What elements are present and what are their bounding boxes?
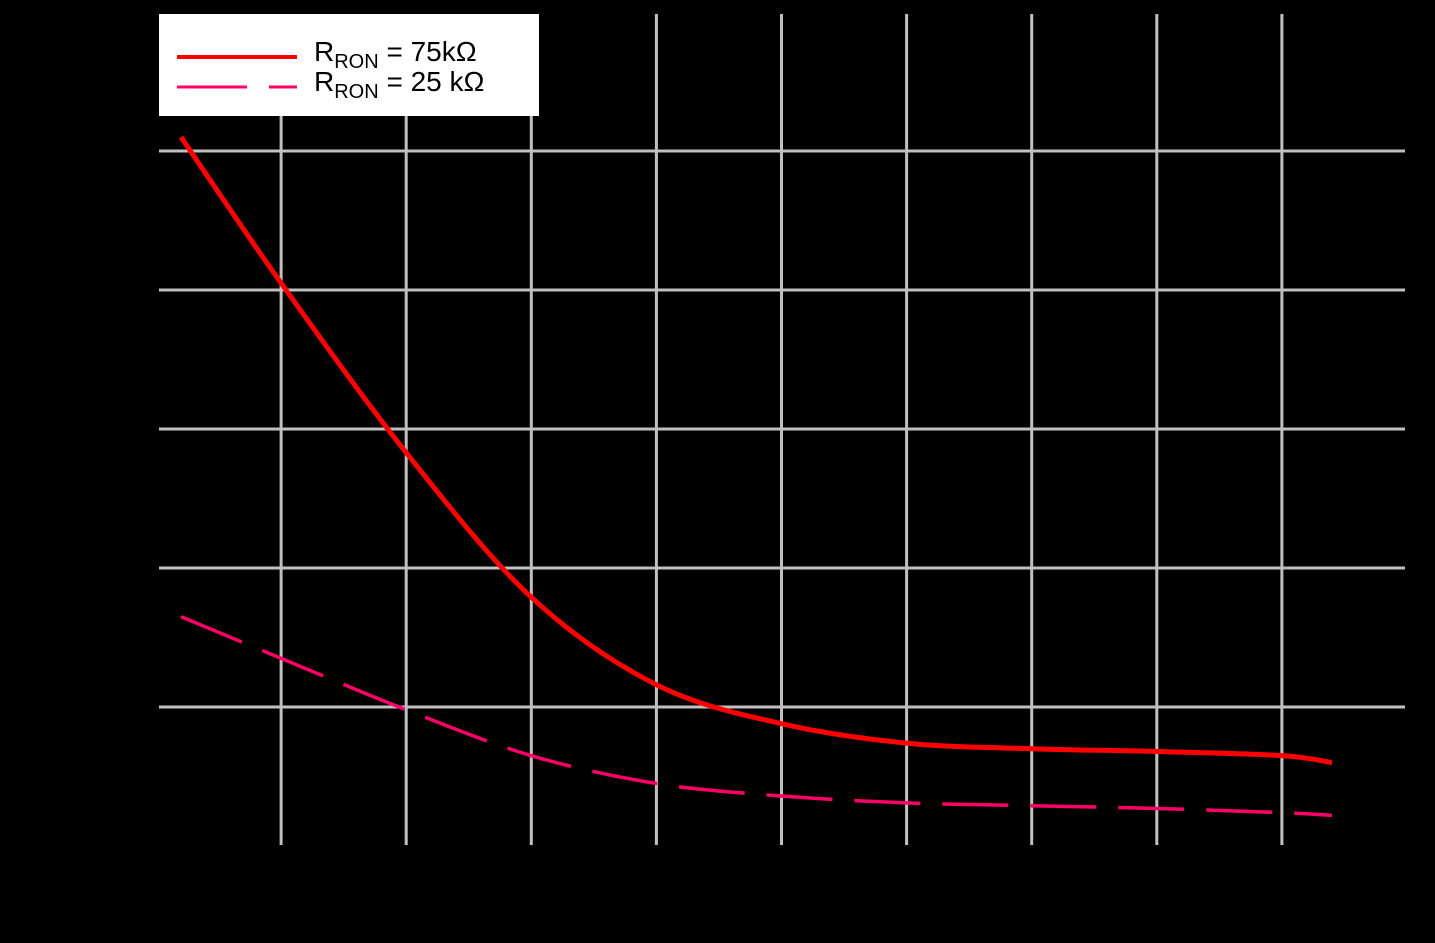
legend: RRON = 75kΩ RRON = 25 kΩ (159, 14, 539, 116)
grid-lines (159, 14, 1405, 845)
legend-label: RRON = 75kΩ (314, 36, 477, 73)
series-25k-line (180, 615, 1333, 818)
data-series (178, 135, 1333, 818)
series-75k-line (178, 135, 1333, 766)
dashed-line-swatch-icon (177, 85, 297, 89)
legend-item-75k: RRON = 75kΩ (159, 36, 539, 76)
legend-item-25k: RRON = 25 kΩ (159, 66, 539, 106)
solid-line-swatch-icon (177, 55, 297, 59)
legend-label: RRON = 25 kΩ (314, 66, 485, 103)
